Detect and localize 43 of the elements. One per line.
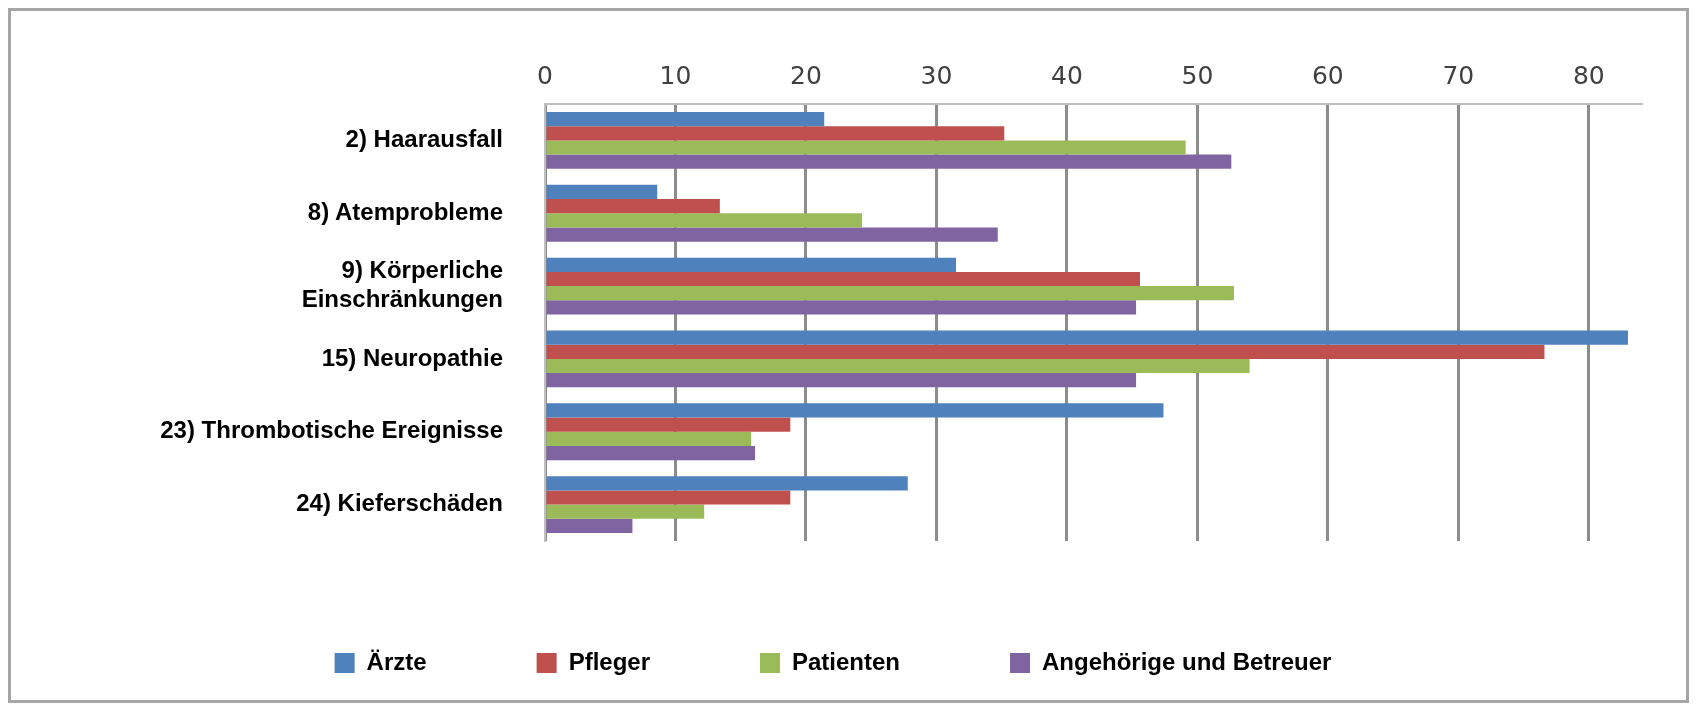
legend-label: Ärzte — [366, 647, 427, 675]
x-tick-label: 10 — [659, 60, 692, 90]
bar — [546, 358, 1250, 374]
y-tick-label: 9) Körperliche Einschränkungen — [301, 256, 503, 313]
bar — [546, 271, 1140, 287]
bar — [546, 227, 998, 242]
y-tick-label: 24) Kieferschäden — [296, 489, 503, 517]
bar — [546, 330, 1628, 345]
y-tick-label: 23) Thrombotische Ereignisse — [160, 416, 503, 444]
bar — [546, 417, 791, 432]
legend-label: Angehörige und Betreuer — [1042, 647, 1332, 675]
bar — [546, 257, 956, 272]
y-tick-label: 15) Neuropathie — [321, 343, 503, 371]
x-tick-label: 50 — [1181, 60, 1214, 90]
bar — [546, 300, 1137, 315]
bar — [546, 476, 908, 491]
bar — [546, 431, 752, 446]
y-tick-label: 8) Atemprobleme — [307, 197, 503, 225]
bar — [546, 344, 1545, 359]
bar — [546, 154, 1232, 169]
x-tick-label: 30 — [920, 60, 953, 90]
bar — [546, 199, 720, 214]
bar — [546, 286, 1234, 301]
bar — [546, 213, 863, 228]
legend-label: Pfleger — [568, 647, 651, 675]
bar — [546, 504, 705, 519]
bar — [546, 518, 633, 533]
bar — [546, 445, 756, 461]
bar — [546, 184, 658, 200]
legend-label: Patienten — [792, 647, 901, 675]
x-tick-label: 70 — [1442, 60, 1475, 90]
x-tick-label: 0 — [537, 60, 553, 90]
bar — [546, 140, 1186, 155]
bar — [546, 126, 1005, 141]
bar — [546, 373, 1137, 388]
x-tick-label: 80 — [1572, 60, 1605, 90]
bar — [546, 112, 825, 127]
bar — [546, 490, 791, 505]
y-tick-label: 2) Haarausfall — [345, 125, 503, 153]
x-tick-label: 60 — [1311, 60, 1344, 90]
x-tick-label: 20 — [790, 60, 822, 90]
x-tick-label: 40 — [1051, 60, 1083, 90]
bar — [546, 403, 1164, 418]
